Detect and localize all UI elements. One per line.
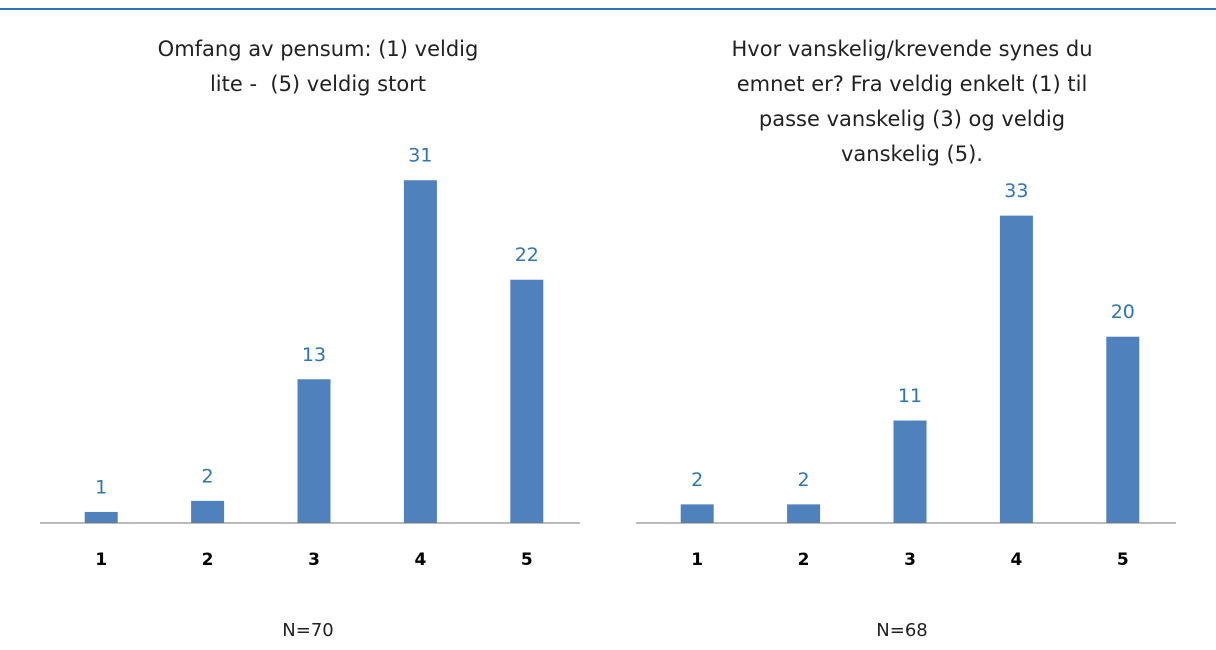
data-label: 11 [898, 385, 922, 407]
x-tick-label: 3 [904, 550, 916, 570]
data-label: 2 [798, 469, 810, 491]
chart-title: emnet er? Fra veldig enkelt (1) til [737, 72, 1088, 96]
bar [1106, 336, 1140, 523]
x-tick-label: 4 [414, 550, 426, 570]
chart-title: lite - (5) veldig stort [210, 72, 426, 96]
x-tick-label: 5 [521, 550, 533, 570]
chart-title: vanskelig (5). [841, 142, 983, 166]
x-tick-label: 1 [95, 550, 107, 570]
x-tick-label: 5 [1117, 550, 1129, 570]
bar [787, 504, 821, 523]
bar [403, 180, 437, 523]
bar [191, 500, 225, 523]
bar [510, 279, 544, 523]
bar [680, 504, 714, 523]
data-label: 31 [408, 145, 432, 167]
data-label: 2 [691, 469, 703, 491]
data-label: 1 [95, 476, 107, 498]
data-label: 22 [515, 244, 539, 266]
x-tick-label: 4 [1010, 550, 1022, 570]
data-label: 2 [202, 465, 214, 487]
bar [297, 379, 331, 523]
bar [84, 511, 118, 523]
data-label: 20 [1111, 301, 1135, 323]
chart-title: Omfang av pensum: (1) veldig [158, 37, 479, 61]
data-label: 13 [302, 344, 326, 366]
data-label: 33 [1004, 180, 1028, 202]
x-tick-label: 3 [308, 550, 320, 570]
sample-size: N=68 [876, 620, 927, 641]
chart-title: Hvor vanskelig/krevende synes du [731, 37, 1092, 61]
sample-size: N=70 [282, 620, 333, 641]
x-tick-label: 1 [691, 550, 703, 570]
bar [893, 420, 927, 523]
x-tick-label: 2 [202, 550, 214, 570]
bar [999, 215, 1033, 523]
chart-title: passe vanskelig (3) og veldig [759, 107, 1065, 131]
x-tick-label: 2 [798, 550, 810, 570]
